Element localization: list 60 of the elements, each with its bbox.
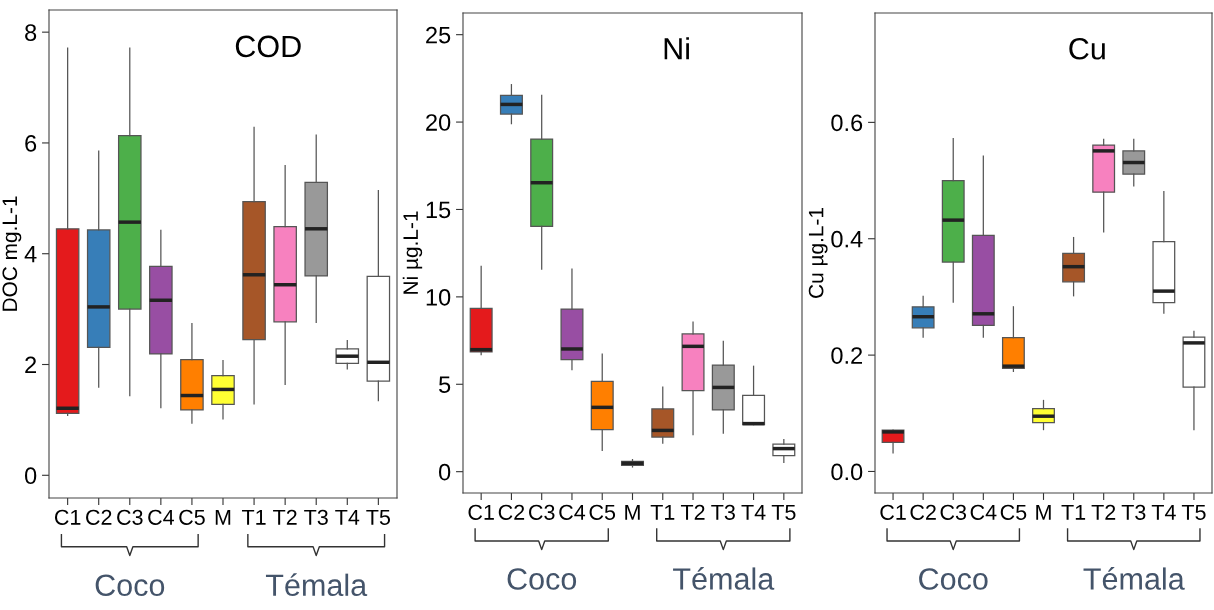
y-tick-label: 8 [25,24,37,41]
y-tick-label: 0 [438,463,451,481]
text: Témala [1083,567,1185,590]
text: Ni [664,37,689,60]
x-tick-label: C2 [910,504,936,520]
y-tick-label: 25 [426,26,451,44]
x-tick-label: T5 [771,504,796,520]
y-tick-label: 0.0 [831,463,863,481]
x-tick-label: T3 [1121,504,1146,520]
x-tick-label: M [215,509,231,525]
y-tick-label: 0 [24,467,37,485]
x-tick-label: C3 [117,509,143,525]
x-tick-label: C1 [54,509,81,525]
x-tick-label: T4 [741,504,766,520]
text: Coco [919,568,988,590]
y-tick-label: 2 [25,356,37,374]
x-tick-label: C5 [589,504,616,520]
x-tick-label: C5 [1000,504,1027,520]
x-tick-label: M [1036,504,1051,520]
text: Coco [507,568,577,590]
y-axis-title: Ni µg.L-1 [402,211,423,294]
text: Témala [265,573,368,597]
y-tick-label: 0.6 [831,114,863,132]
y-tick-label: 15 [426,201,451,219]
x-tick-label: C4 [559,504,586,520]
y-axis-title: Cu µg.L-1 [808,208,828,298]
y-tick-label: 10 [426,288,451,306]
x-tick-label: T1 [650,504,675,520]
y-tick-label: 6 [25,135,37,152]
y-axis-title: DOC mg.L-1 [2,196,22,311]
x-tick-label: T5 [1181,504,1206,520]
x-tick-label: C3 [529,504,555,520]
y-tick-label: 4 [24,246,37,263]
y-tick-label: 0.4 [831,230,863,248]
x-tick-label: T5 [366,509,391,525]
x-tick-label: C2 [498,504,525,520]
x-tick-label: C4 [970,504,997,520]
x-tick-label: M [625,504,640,520]
x-tick-label: T2 [680,504,705,520]
x-tick-label: T3 [304,509,328,525]
x-tick-label: T2 [1091,504,1116,520]
y-tick-label: 5 [439,376,451,394]
x-tick-label: C1 [880,504,906,520]
x-tick-label: C4 [148,509,174,525]
x-tick-label: T4 [1151,504,1176,520]
text: Témala [673,567,775,590]
x-tick-label: T4 [335,509,360,525]
x-tick-label: T1 [242,509,266,525]
x-tick-label: C1 [468,504,494,520]
text: Coco [95,574,165,597]
text: COD [235,35,301,58]
x-tick-label: C5 [179,509,205,525]
x-tick-label: C2 [86,509,112,525]
x-tick-label: T3 [711,504,735,520]
y-tick-label: 20 [426,114,451,131]
x-tick-label: C3 [940,504,967,520]
x-tick-label: T1 [1061,504,1086,520]
y-tick-label: 0.2 [831,347,863,364]
x-tick-label: T2 [273,509,297,525]
text: Cu [1069,37,1105,60]
